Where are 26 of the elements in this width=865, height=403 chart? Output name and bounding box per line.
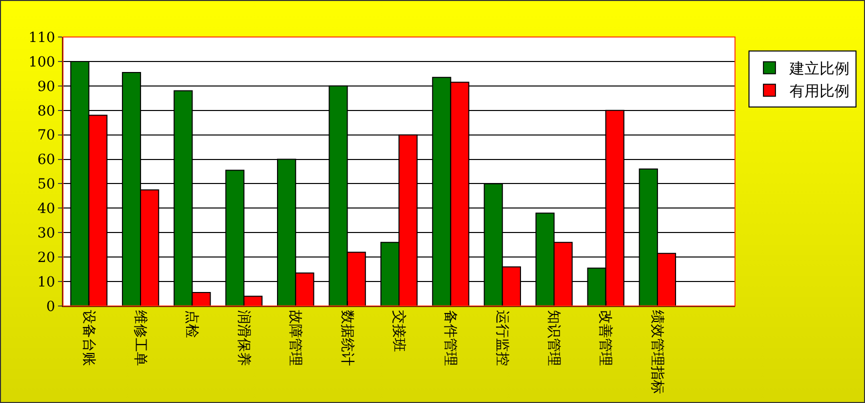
x-tick-label: 备件管理	[442, 310, 458, 366]
x-tick-label: 故障管理	[287, 310, 304, 366]
x-tick-label: 绩效管理指标	[648, 310, 665, 394]
x-tick-label: 改善管理	[597, 310, 614, 366]
y-tick-label: 20	[37, 250, 56, 266]
y-tick-label: 30	[37, 226, 56, 242]
y-tick-label: 0	[46, 298, 56, 315]
x-tick-label: 运行监控	[494, 310, 510, 366]
x-tick-label: 点检	[184, 310, 200, 338]
y-tick-label: 50	[37, 176, 56, 193]
x-tick-label: 交接班	[390, 310, 406, 352]
x-tick-label: 维修工单	[132, 310, 148, 366]
legend-label: 有用比例	[789, 82, 850, 100]
y-tick-label: 10	[37, 274, 56, 290]
y-tick-label: 90	[37, 78, 56, 95]
y-tick-label: 70	[37, 128, 56, 144]
y-tick-label: 100	[28, 54, 56, 70]
y-tick-label: 80	[37, 103, 56, 120]
x-tick-label: 知识管理	[546, 310, 562, 366]
y-tick-label: 40	[37, 201, 56, 218]
legend-label: 建立比例	[788, 60, 850, 78]
x-tick-label: 润滑保养	[235, 310, 252, 366]
x-tick-label: 数据统计	[338, 310, 355, 366]
y-tick-label: 60	[37, 152, 56, 168]
x-tick-label: 设备台账	[80, 310, 96, 366]
y-tick-label: 110	[28, 30, 56, 46]
